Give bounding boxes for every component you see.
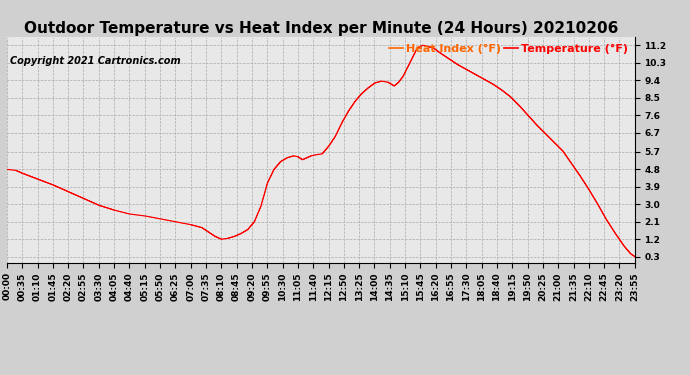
- Legend: Heat Index (°F), Temperature (°F): Heat Index (°F), Temperature (°F): [388, 43, 629, 55]
- Title: Outdoor Temperature vs Heat Index per Minute (24 Hours) 20210206: Outdoor Temperature vs Heat Index per Mi…: [23, 21, 618, 36]
- Text: Copyright 2021 Cartronics.com: Copyright 2021 Cartronics.com: [10, 56, 181, 66]
